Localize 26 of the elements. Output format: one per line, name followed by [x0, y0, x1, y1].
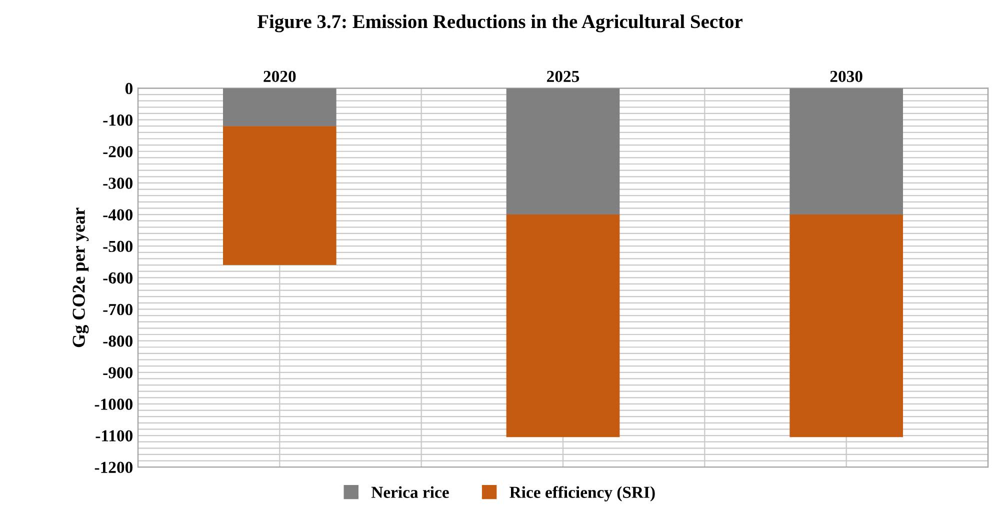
y-tick-label: -900 — [103, 367, 133, 378]
y-tick-label: -400 — [103, 209, 133, 220]
x-tick-label: 2020 — [264, 70, 296, 82]
y-tick-label: -200 — [103, 146, 133, 158]
y-tick-label: -1200 — [94, 462, 133, 474]
bar — [223, 88, 336, 126]
bar — [790, 214, 903, 438]
bar — [506, 214, 620, 438]
y-axis-title: Gg CO2e per year — [72, 208, 89, 348]
bar — [223, 126, 336, 266]
y-tick-label: -500 — [103, 240, 133, 252]
y-tick-label: -1000 — [94, 398, 133, 410]
y-tick-label: -600 — [103, 272, 133, 284]
legend-label: Nerica rice — [371, 486, 449, 498]
x-tick-label: 2030 — [830, 70, 862, 82]
y-tick-label: -800 — [103, 336, 133, 347]
y-tick-label: -300 — [103, 178, 133, 189]
bar — [790, 88, 903, 215]
y-tick-label: -700 — [103, 304, 133, 316]
legend-label: Rice efficiency (SRI) — [510, 486, 655, 502]
x-tick-label: 2025 — [547, 70, 580, 82]
y-tick-label: -100 — [103, 114, 133, 126]
y-tick-label: -1100 — [96, 430, 133, 442]
bar — [506, 88, 620, 215]
y-tick-label: 0 — [125, 82, 133, 94]
chart-title: Figure 3.7: Emission Reductions in the Agricultural Sector — [257, 14, 742, 32]
